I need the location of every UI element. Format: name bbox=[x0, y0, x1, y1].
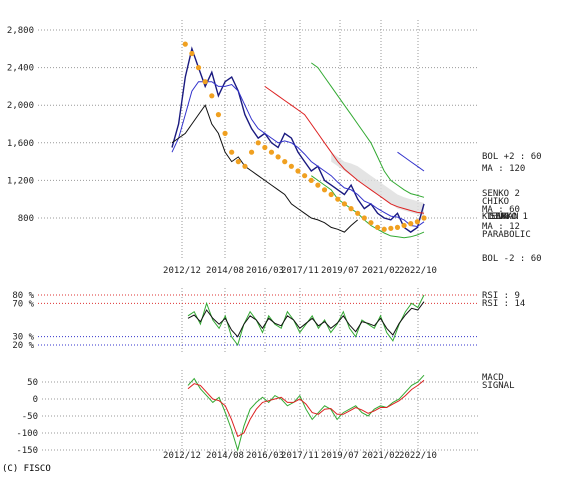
parabolic-dot bbox=[262, 144, 268, 151]
price-y-tick-label: 2,400 bbox=[7, 64, 34, 74]
parabolic-dot bbox=[374, 224, 381, 230]
price-legend-label: MA : 120 bbox=[482, 164, 525, 174]
price-x-tick-label: 2014/08 bbox=[206, 266, 244, 276]
price-series-ma-12 bbox=[171, 81, 425, 228]
price-legend-label: KIJUN bbox=[482, 212, 509, 222]
price-legend-label: BOL -2 : 60 bbox=[482, 254, 542, 264]
rsi-level-label: 20 % bbox=[12, 341, 34, 351]
rsi-legend-label: RSI : 14 bbox=[482, 299, 525, 309]
parabolic-dot bbox=[315, 182, 321, 188]
macd-legend-label: MACD bbox=[482, 373, 504, 383]
price-legend-label: PARABOLIC bbox=[482, 230, 531, 240]
price-series-chiko bbox=[171, 104, 359, 233]
parabolic-dot bbox=[361, 215, 367, 221]
price-panel: 800 1,200 1,600 2,000 2,400 2,800 2012/12 2014/… bbox=[7, 20, 542, 276]
macd-x-tick-label: 2017/11 bbox=[281, 451, 319, 461]
price-legend-label: CHIKO bbox=[482, 197, 509, 207]
price-series-ma-60 bbox=[264, 85, 425, 214]
parabolic-dot bbox=[229, 149, 235, 155]
price-legend-label: MA : 60 bbox=[482, 205, 520, 215]
parabolic-dot bbox=[195, 65, 202, 71]
price-y-tick-label: 2,800 bbox=[7, 26, 34, 36]
parabolic-dot bbox=[242, 163, 248, 169]
rsi-series-1 bbox=[187, 301, 425, 338]
macd-y-tick-label: 0 bbox=[33, 395, 38, 405]
macd-y-tick-label: -150 bbox=[16, 446, 38, 456]
parabolic-dot bbox=[408, 221, 414, 227]
parabolic-dot bbox=[348, 206, 354, 212]
macd-x-tick-label: 2022/10 bbox=[399, 451, 437, 461]
parabolic-dot bbox=[235, 159, 241, 165]
price-x-tick-label: 2017/11 bbox=[281, 266, 319, 276]
parabolic-dot bbox=[368, 220, 374, 226]
price-x-tick-label: 2016/03 bbox=[246, 266, 284, 276]
macd-panel: 50 0 -50 -100 -150 2012/12 2014/08 2016/032017/… bbox=[16, 370, 515, 461]
price-x-tick-label: 2022/10 bbox=[399, 266, 437, 276]
parabolic-dot bbox=[215, 112, 222, 118]
macd-x-tick-label: 2019/07 bbox=[321, 451, 359, 461]
parabolic-dot bbox=[381, 226, 387, 232]
price-legend-label: SENKO 2 bbox=[482, 189, 520, 199]
price-legend-label: MA : 12 bbox=[482, 222, 520, 232]
price-series-ma-120 bbox=[397, 151, 425, 172]
price-x-tick-label: 2019/07 bbox=[321, 266, 359, 276]
parabolic-dot bbox=[248, 149, 255, 155]
parabolic-dot bbox=[341, 201, 348, 207]
parabolic-dot bbox=[421, 215, 427, 221]
parabolic-dot bbox=[335, 196, 341, 202]
parabolic-dot bbox=[414, 219, 420, 225]
copyright: (C) FISCO bbox=[2, 464, 51, 474]
price-x-tick-label: 2021/02 bbox=[362, 266, 400, 276]
parabolic-dot bbox=[308, 177, 314, 183]
parabolic-dot bbox=[394, 224, 401, 230]
macd-y-tick-label: -50 bbox=[22, 412, 38, 422]
parabolic-dot bbox=[202, 79, 208, 85]
price-series-bol-2-60 bbox=[311, 175, 425, 239]
price-y-tick-label: 800 bbox=[18, 214, 34, 224]
parabolic-dot bbox=[189, 50, 195, 57]
rsi-legend-label: RSI : 9 bbox=[482, 291, 520, 301]
macd-x-tick-label: 2012/12 bbox=[163, 451, 201, 461]
macd-y-tick-label: -100 bbox=[16, 429, 38, 439]
parabolic-dot bbox=[222, 130, 228, 136]
parabolic-dot bbox=[328, 191, 334, 198]
rsi-level-label: 70 % bbox=[12, 299, 34, 309]
ichimoku-cloud bbox=[331, 152, 424, 217]
macd-series-0 bbox=[187, 374, 425, 452]
macd-series-1 bbox=[187, 379, 425, 438]
rsi-level-label: 80 % bbox=[12, 291, 34, 301]
macd-legend-label: SIGNAL bbox=[482, 381, 515, 391]
parabolic-dot bbox=[321, 187, 328, 193]
macd-x-tick-label: 2016/03 bbox=[246, 451, 284, 461]
price-legend-label: BOL +2 : 60 bbox=[482, 152, 542, 162]
price-y-tick-label: 1,600 bbox=[7, 139, 34, 149]
parabolic-dot bbox=[295, 168, 301, 174]
price-legend-label: SENKO 1 bbox=[490, 212, 528, 222]
parabolic-dot bbox=[288, 163, 294, 169]
price-series-close bbox=[171, 46, 425, 233]
price-y-tick-label: 2,000 bbox=[7, 101, 34, 111]
price-y-tick-label: 1,200 bbox=[7, 176, 34, 186]
parabolic-dot bbox=[182, 41, 188, 47]
price-legend-label: TENKAN bbox=[486, 212, 519, 222]
parabolic-dot bbox=[209, 93, 215, 99]
price-x-tick-label: 2012/12 bbox=[163, 266, 201, 276]
parabolic-dot bbox=[255, 140, 261, 146]
macd-y-tick-label: 50 bbox=[27, 378, 38, 388]
parabolic-dot bbox=[282, 159, 288, 165]
price-series-bol-2-60 bbox=[311, 62, 425, 198]
parabolic-dot bbox=[275, 154, 281, 160]
parabolic-dot bbox=[388, 225, 394, 231]
parabolic-dot bbox=[268, 149, 275, 155]
macd-x-tick-label: 2021/02 bbox=[362, 451, 400, 461]
parabolic-dot bbox=[302, 173, 308, 179]
parabolic-dot bbox=[401, 222, 407, 229]
macd-x-tick-label: 2014/08 bbox=[206, 451, 244, 461]
parabolic-dot bbox=[355, 210, 361, 216]
rsi-level-label: 30 % bbox=[12, 333, 34, 343]
